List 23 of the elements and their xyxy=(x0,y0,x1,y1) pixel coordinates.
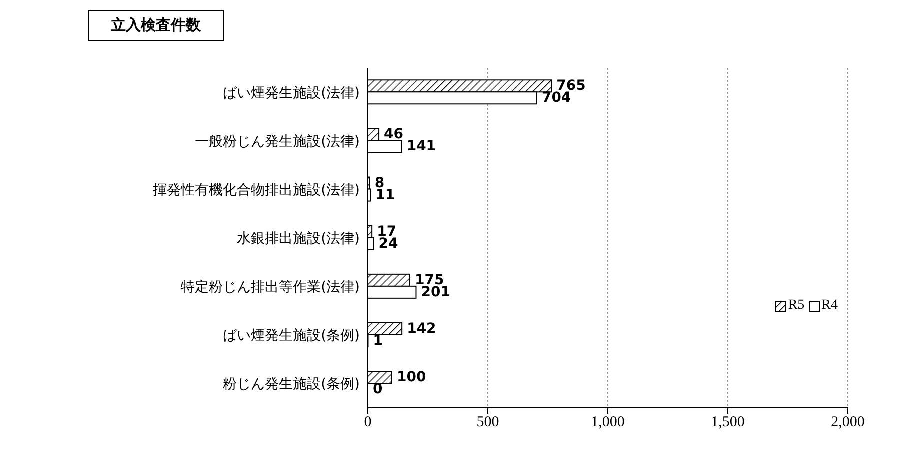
y-tick-label: ばい煙発生施設(条例) xyxy=(223,328,360,344)
x-tick-label: 0 xyxy=(364,414,372,431)
x-tick-label: 1,000 xyxy=(591,414,625,431)
data-label: 201 xyxy=(421,284,450,300)
data-label: 100 xyxy=(397,370,426,386)
legend-label: R4 xyxy=(820,298,838,314)
y-tick-label: 粉じん発生施設(条例) xyxy=(223,376,360,393)
x-tick-label: 2,000 xyxy=(831,414,865,431)
x-tick-label: 1,500 xyxy=(711,414,745,431)
y-tick-label: ばい煙発生施設(法律) xyxy=(223,85,360,102)
y-tick-label: 特定粉じん排出等作業(法律) xyxy=(181,280,360,296)
text: 立入検査件数 xyxy=(88,10,224,41)
y-tick-label: 一般粉じん発生施設(法律) xyxy=(195,134,360,150)
data-label: 24 xyxy=(378,236,398,252)
y-tick-label: 水銀排出施設(法律) xyxy=(237,230,360,247)
data-label: 142 xyxy=(407,321,436,337)
data-label: 46 xyxy=(384,126,404,143)
legend-label: R5 xyxy=(787,298,805,314)
data-label: 0 xyxy=(373,382,383,398)
data-label: 141 xyxy=(406,138,436,155)
x-tick-label: 500 xyxy=(476,414,500,431)
y-tick-label: 揮発性有機化合物排出施設(法律) xyxy=(153,182,360,198)
data-label: 11 xyxy=(376,187,396,204)
